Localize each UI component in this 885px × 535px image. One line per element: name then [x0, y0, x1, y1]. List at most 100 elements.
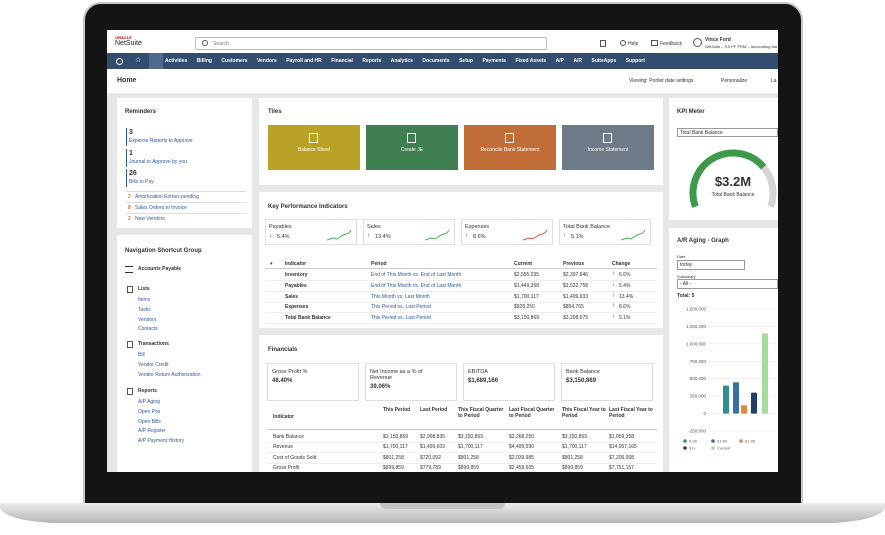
- shortcut-link[interactable]: Vendor Return Authorization: [138, 371, 201, 378]
- reminder-link[interactable]: Sales Orders to Invoice: [135, 205, 187, 211]
- doc-icon[interactable]: [600, 40, 606, 47]
- personalize-button[interactable]: Personalize: [721, 78, 748, 84]
- shortcut-link[interactable]: A/P Aging: [138, 399, 160, 405]
- nav-item[interactable]: Analytics: [390, 58, 413, 64]
- subsidiary-select[interactable]: - All -: [677, 279, 778, 289]
- fin-cell: $14,957,165: [609, 444, 637, 451]
- current-shortcut[interactable]: Accounts Payable: [138, 266, 182, 272]
- fin-cell: $2,268,250: [509, 434, 535, 440]
- kpi-cell: 6.6%: [619, 272, 631, 278]
- kpi-card-value: 8.6%: [473, 234, 486, 240]
- kpi-cell: 13.4%: [619, 293, 634, 300]
- kpi-cell[interactable]: End of This Month vs. End of Last Month: [371, 272, 462, 278]
- nav-item[interactable]: A/R: [573, 58, 583, 64]
- viewing-setting[interactable]: Viewing: Portlet date settings: [629, 78, 694, 84]
- panel-title: Reminders: [125, 109, 157, 115]
- shortcut-link[interactable]: Open Bills: [138, 418, 161, 425]
- search-box[interactable]: [195, 37, 547, 50]
- star-icon[interactable]: ☆: [135, 57, 142, 64]
- column-header: Last Fiscal Quarter to Period: [509, 407, 555, 419]
- shortcut-link[interactable]: Vendor Credit: [138, 361, 169, 368]
- shortcut-link[interactable]: A/P Payment History: [138, 438, 185, 445]
- group-title: Lists: [138, 286, 150, 292]
- kpi-card-arrow: ↑: [563, 233, 566, 239]
- kpi-card: [363, 219, 455, 245]
- feedback-link[interactable]: Feedback: [660, 41, 682, 47]
- fin-cell: Gross Profit: [273, 465, 300, 472]
- panel-title: Tiles: [268, 109, 282, 115]
- nav-item[interactable]: Fixed Assets: [515, 58, 547, 64]
- fin-cell: Cost of Goods Sold: [273, 454, 317, 461]
- kpi-card-label: Total Bank Balance: [563, 224, 611, 230]
- kpi-card: [461, 219, 553, 245]
- shortcut-link[interactable]: Bill: [138, 352, 145, 358]
- shortcut-link[interactable]: Items: [138, 297, 151, 303]
- reminder-link[interactable]: Expense Reports to Approve: [129, 138, 193, 144]
- fin-cell: $801,258: [383, 454, 404, 461]
- help-icon[interactable]: [620, 40, 626, 46]
- recent-icon[interactable]: [116, 58, 123, 65]
- user-name[interactable]: Vince Ford: [705, 37, 731, 43]
- nav-item[interactable]: SuiteApps: [591, 58, 617, 64]
- meter-select[interactable]: Total Bank Balance: [677, 128, 778, 137]
- user-icon[interactable]: [693, 38, 702, 47]
- tile[interactable]: Create JE: [366, 125, 458, 170]
- nav-item[interactable]: Support: [625, 58, 645, 64]
- kpi-cell: Expenses: [285, 304, 309, 311]
- group-icon: [127, 388, 133, 395]
- nav-item[interactable]: Activities: [165, 58, 188, 64]
- help-link[interactable]: Help: [628, 41, 639, 47]
- fin-cell: Bank Balance: [273, 434, 304, 440]
- nav-item[interactable]: A/P: [555, 58, 564, 64]
- tile[interactable]: Income Statement: [562, 125, 654, 170]
- reminder-link[interactable]: New Vendors: [135, 216, 165, 222]
- reminder-count: 3: [129, 129, 133, 136]
- nav-item[interactable]: Billing: [196, 58, 212, 64]
- shortcut-link[interactable]: Tasks: [138, 306, 151, 313]
- group-title: Reports: [138, 388, 157, 394]
- shortcut-link[interactable]: Vendors: [138, 316, 157, 323]
- nav-item[interactable]: Vendors: [257, 58, 277, 64]
- change-arrow: ↑: [612, 271, 615, 277]
- fin-cell: $1,700,117: [383, 444, 408, 451]
- fin-cell: $2,459,605: [509, 465, 535, 472]
- date-field[interactable]: today: [677, 260, 745, 270]
- nav-item[interactable]: Customers: [221, 58, 248, 64]
- kpi-cell[interactable]: End of This Month vs. End of Last Month: [371, 282, 462, 289]
- kpi-cell: $1,532,758: [563, 282, 589, 289]
- shortcut-link[interactable]: Contacts: [138, 326, 158, 333]
- tile[interactable]: Reconcile Bank Statement: [464, 125, 556, 170]
- feedback-icon[interactable]: [651, 40, 658, 46]
- reminder-link[interactable]: Amortization Entries pending: [135, 194, 199, 200]
- kpi-card-value: 5.4%: [277, 234, 290, 240]
- shortcut-link[interactable]: A/P Register: [138, 428, 166, 435]
- nav-item[interactable]: Payroll and HR: [286, 58, 322, 64]
- reminder-divider: [126, 213, 246, 214]
- fin-card: EBITDA $1,689,166: [463, 363, 555, 401]
- toggle-icon: ▾: [270, 261, 273, 267]
- home-icon[interactable]: [149, 53, 163, 69]
- nav-item[interactable]: Payments: [482, 58, 507, 64]
- shortcut-link[interactable]: Open Pos: [138, 408, 161, 415]
- nav-items: Activities Billing Customers Vendors Payroll…: [165, 53, 645, 69]
- column-header: Period: [371, 261, 387, 267]
- layout-button[interactable]: La: [771, 78, 777, 84]
- reminder-link[interactable]: Journal to Approve by you: [129, 159, 187, 165]
- row-rule: [267, 452, 657, 454]
- nav-item[interactable]: Reports: [362, 58, 382, 64]
- nav-item[interactable]: Financial: [331, 58, 353, 64]
- kpi-cell[interactable]: This Period vs. Last Period: [371, 304, 431, 311]
- nav-item[interactable]: Documents: [422, 58, 450, 64]
- kpi-cell[interactable]: This Period vs. Last Period: [371, 315, 431, 322]
- row-rule: [265, 280, 657, 281]
- reminder-count: 2: [128, 194, 131, 200]
- fin-cell: $2,039,985: [509, 454, 535, 461]
- reminder-count: 26: [129, 170, 137, 177]
- tile[interactable]: Balance Sheet: [268, 125, 360, 170]
- fin-card-label: Gross Profit %: [272, 369, 308, 375]
- financials-panel: [259, 335, 663, 472]
- kpi-cell[interactable]: This Month vs. Last Month: [371, 293, 430, 300]
- nav-item[interactable]: Setup: [459, 58, 473, 64]
- reminder-link[interactable]: Bills to Pay: [129, 179, 154, 185]
- fin-cell: $801,258: [562, 454, 583, 461]
